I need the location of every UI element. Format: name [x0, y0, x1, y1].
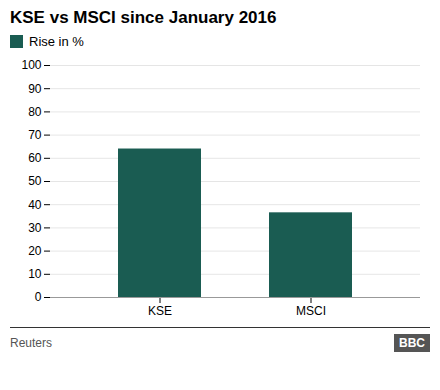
svg-text:60: 60 — [28, 151, 42, 165]
svg-text:40: 40 — [28, 198, 42, 212]
svg-text:MSCI: MSCI — [296, 304, 326, 318]
html-text:Reuters: Reuters — [10, 336, 52, 350]
html-text:Rise in %: Rise in % — [29, 34, 84, 49]
svg-text:50: 50 — [28, 174, 42, 188]
svg-text:KSE: KSE — [148, 304, 172, 318]
svg-text:0: 0 — [35, 290, 42, 304]
svg-text:10: 10 — [28, 267, 42, 281]
svg-text:90: 90 — [28, 82, 42, 96]
html-text:BBC: BBC — [399, 336, 425, 350]
svg-text:70: 70 — [28, 128, 42, 142]
svg-text:100: 100 — [21, 58, 41, 72]
svg-text:30: 30 — [28, 221, 42, 235]
svg-text:20: 20 — [28, 244, 42, 258]
svg-text:80: 80 — [28, 105, 42, 119]
html-text:KSE vs MSCI since January 2016: KSE vs MSCI since January 2016 — [10, 8, 277, 27]
